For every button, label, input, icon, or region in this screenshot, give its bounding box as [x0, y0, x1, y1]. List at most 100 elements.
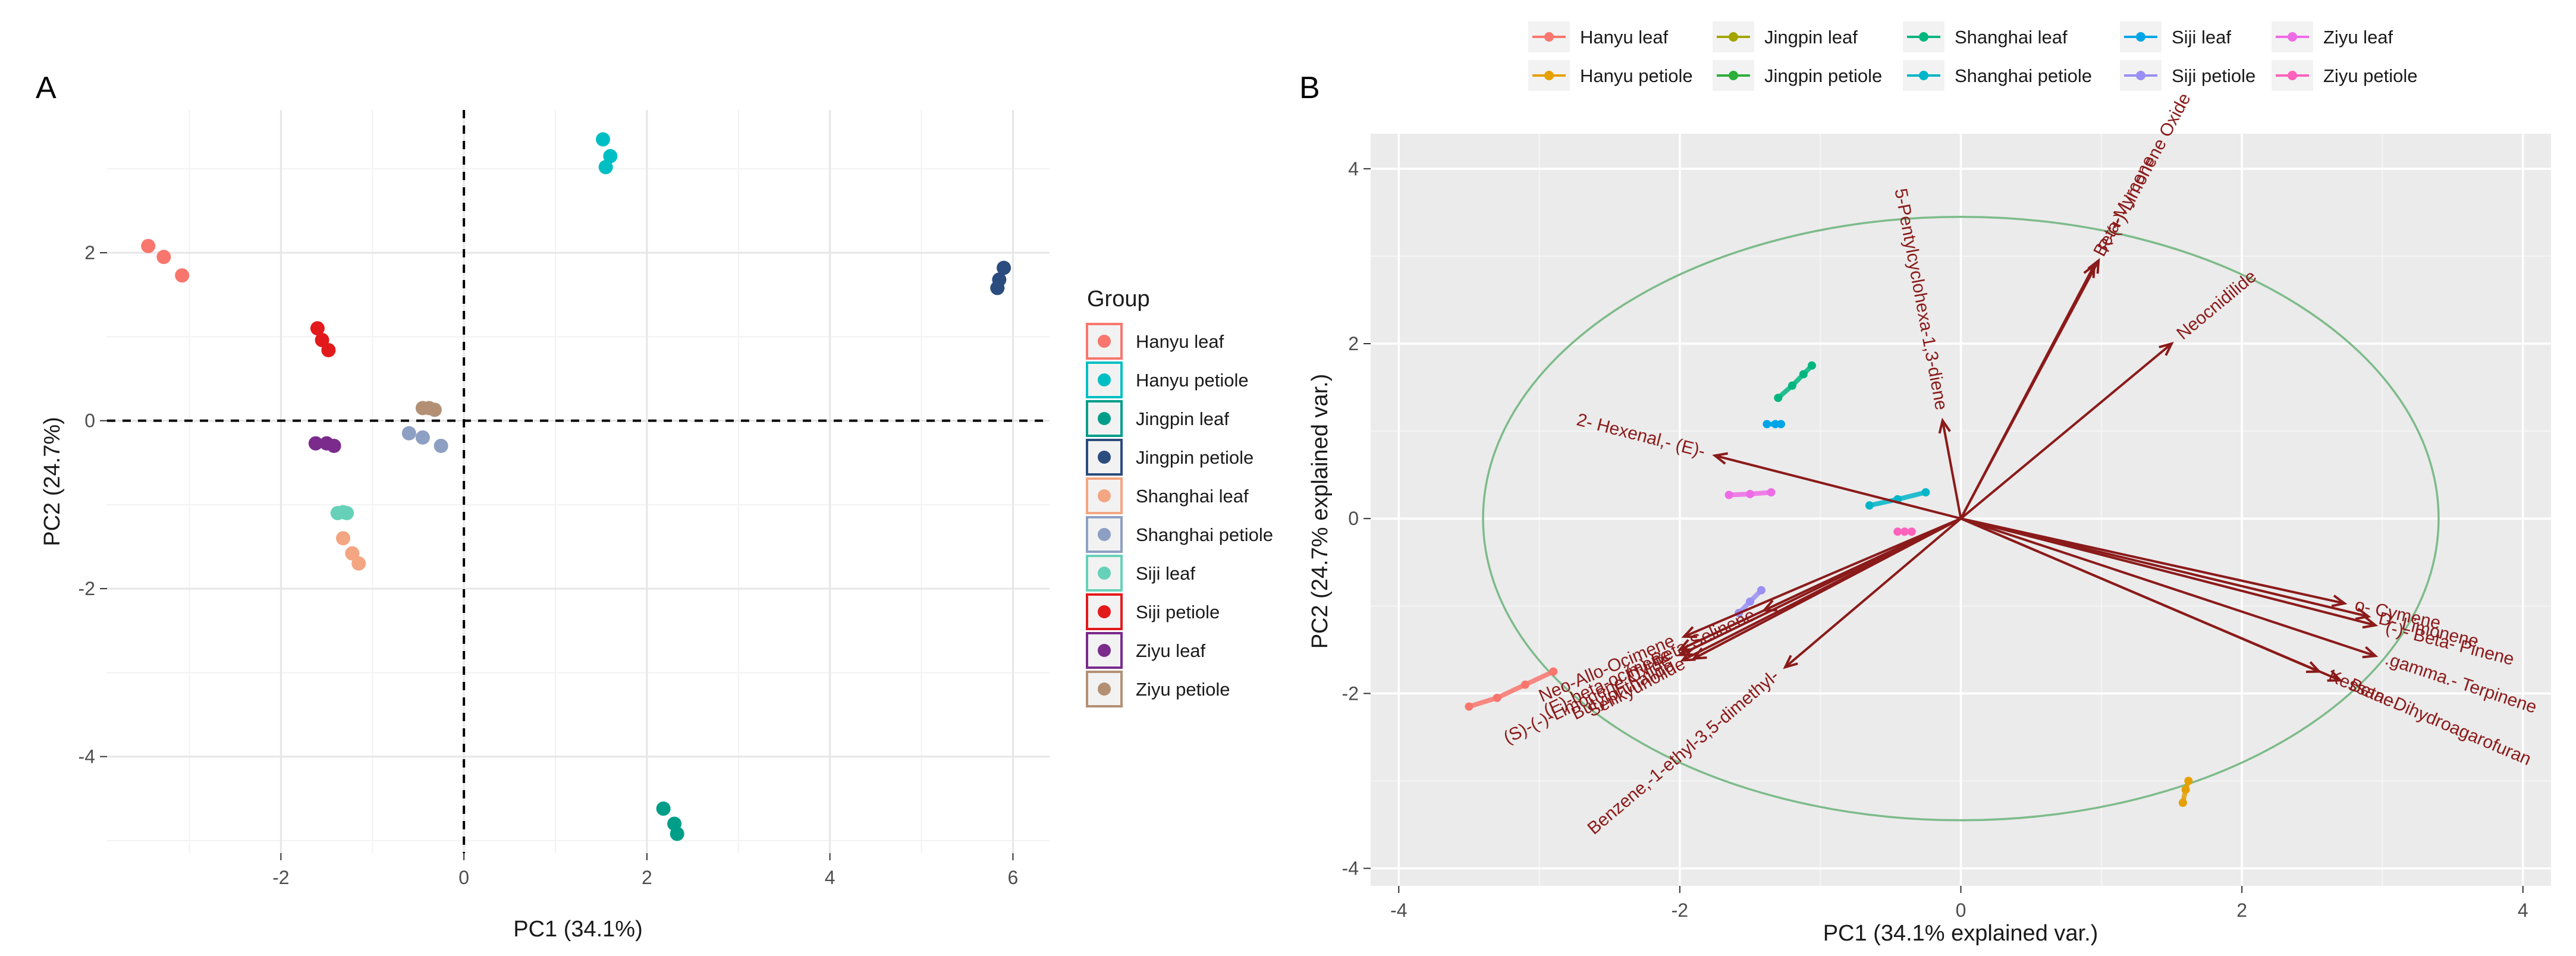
panel-b-legend: Hanyu leaf Hanyu petiole Jingpin leaf Jingp…: [1528, 21, 2418, 91]
loading-arrowhead-neo-allo-ocimene: [1681, 626, 1698, 639]
group-ellipse-shanghai-leaf: [1776, 363, 1815, 401]
point-hanyu-leaf: [1521, 680, 1529, 689]
loading-arrowhead-o-cymene: [2331, 595, 2348, 608]
legend-label-jingpin-leaf: Jingpin leaf: [1764, 27, 1858, 48]
x-tick-label: 2: [2236, 900, 2247, 921]
panel-b-correlation-circle: [1482, 215, 2440, 822]
point-ziyu-leaf: [1746, 490, 1755, 499]
legend-marker-ziyu-petiole: [2288, 71, 2297, 80]
point-siji-petiole: [1757, 586, 1765, 595]
point-hanyu-leaf: [141, 238, 156, 253]
legend-label-ziyu-petiole: Ziyu petiole: [1136, 679, 1230, 700]
point-shanghai-leaf: [1799, 370, 1808, 379]
point-shanghai-petiole: [1921, 488, 1930, 497]
y-tick-label: 2: [84, 242, 95, 263]
x-tick-label: 6: [1008, 867, 1019, 888]
loading-arrowhead-benzene-1-ethyl-3-5-dimethyl: [1783, 655, 1798, 669]
legend-label-jingpin-petiole: Jingpin petiole: [1764, 65, 1882, 86]
panel-a-reference-lines: [107, 110, 1050, 853]
point-hanyu-petiole: [603, 149, 618, 163]
legend-label-siji-leaf: Siji leaf: [1136, 563, 1195, 584]
panel-a-x-axis-title: PC1 (34.1%): [513, 917, 643, 942]
point-hanyu-leaf: [1493, 693, 1501, 702]
point-siji-leaf: [1777, 420, 1786, 429]
point-hanyu-petiole: [2181, 785, 2190, 794]
y-tick-label: -4: [1342, 858, 1359, 879]
loading-arrow-neocnidilide: [1960, 342, 2173, 520]
panel-a: -2 0 2 4 6 -4 -2 0 2: [78, 110, 1050, 888]
loading-arrow-2-hexenal-e: [1714, 454, 1961, 520]
correlation-circle: [1482, 215, 2440, 822]
x-tick-label: -2: [272, 867, 289, 888]
legend-label-jingpin-leaf: Jingpin leaf: [1136, 408, 1229, 429]
legend-label-jingpin-petiole: Jingpin petiole: [1136, 447, 1254, 468]
loading-arrowhead-senkyunolide: [1691, 647, 1707, 660]
panel-a-plot-area: [107, 110, 1050, 853]
point-shanghai-leaf: [351, 556, 366, 571]
point-hanyu-leaf: [175, 268, 190, 283]
legend-label-shanghai-petiole: Shanghai petiole: [1955, 65, 2092, 86]
legend-marker-hanyu-leaf: [1098, 335, 1111, 348]
point-siji-petiole: [310, 321, 325, 336]
legend-marker-siji-leaf: [2136, 32, 2145, 42]
y-tick-label: 2: [1348, 333, 1359, 354]
legend-marker-siji-petiole: [1098, 605, 1111, 618]
point-jingpin-petiole: [990, 281, 1005, 295]
point-ziyu-leaf: [1767, 488, 1776, 497]
point-jingpin-petiole: [997, 260, 1011, 275]
point-ziyu-petiole: [1907, 527, 1916, 536]
panel-b-y-axis-title: PC2 (24.7% explained var.): [1308, 374, 1333, 649]
legend-label-siji-petiole: Siji petiole: [2172, 65, 2255, 86]
point-siji-leaf: [1763, 420, 1771, 429]
legend-label-hanyu-petiole: Hanyu petiole: [1580, 65, 1693, 86]
point-hanyu-leaf: [156, 250, 171, 265]
point-shanghai-petiole: [401, 426, 416, 441]
point-hanyu-petiole: [598, 160, 613, 175]
x-tick-label: -4: [1390, 900, 1407, 921]
legend-key-siji-leaf: [1086, 555, 1123, 592]
x-tick-label: 4: [825, 867, 835, 888]
loading-arrow-5-pentylcyclohexa-1-3-diene: [1941, 420, 1962, 519]
y-tick-label: 0: [84, 410, 95, 432]
x-tick-label: -2: [1672, 900, 1688, 921]
point-ziyu-petiole: [1893, 527, 1902, 536]
y-tick-label: -2: [1342, 683, 1359, 704]
point-siji-leaf: [340, 505, 354, 520]
panel-a-points: [141, 132, 1011, 841]
point-siji-petiole: [321, 342, 336, 357]
loading-arrow-gamma-terpinene: [1960, 517, 2376, 658]
legend-label-ziyu-petiole: Ziyu petiole: [2323, 65, 2418, 86]
legend-marker-ziyu-leaf: [1098, 644, 1111, 657]
y-tick-label: 0: [1348, 508, 1359, 529]
panel-a-legend-items: Hanyu leaf Hanyu petiole Jingpin leaf Jingp…: [1086, 323, 1273, 707]
loading-arrowhead-d-limonene: [2355, 607, 2371, 620]
loading-arrowhead-beta-pinene: [2362, 616, 2379, 629]
legend-marker-ziyu-petiole: [1098, 683, 1111, 696]
panel-b-label: B: [1299, 71, 1320, 105]
point-shanghai-leaf: [1774, 394, 1783, 402]
point-ziyu-leaf: [308, 436, 323, 451]
legend-marker-shanghai-petiole: [1919, 71, 1928, 80]
point-ziyu-leaf: [1724, 490, 1733, 499]
point-siji-petiole: [1746, 597, 1755, 606]
panel-a-label: A: [36, 71, 56, 105]
point-hanyu-leaf: [1549, 667, 1558, 676]
loading-arrow-benzene-1-ethyl-3-5-dimethyl: [1784, 517, 1962, 668]
loading-arrowhead-2-hexenal-e: [1712, 452, 1728, 465]
point-shanghai-petiole: [1865, 501, 1874, 510]
legend-label-shanghai-petiole: Shanghai petiole: [1136, 524, 1273, 545]
point-hanyu-petiole: [596, 132, 611, 147]
legend-marker-jingpin-petiole: [1098, 451, 1111, 464]
group-ellipse-hanyu-leaf: [1466, 669, 1556, 709]
panel-a-legend-title: Group: [1087, 287, 1150, 312]
panel-b-x-axis-title: PC1 (34.1% explained var.): [1823, 921, 2099, 946]
panel-a-legend: Group Hanyu leaf Hanyu petiole Jingpin lea…: [1086, 287, 1273, 707]
legend-marker-siji-petiole: [2136, 71, 2145, 80]
point-shanghai-leaf: [1788, 381, 1796, 390]
legend-marker-hanyu-petiole: [1544, 71, 1554, 80]
loading-arrow-beta-pinene: [1961, 517, 2376, 627]
legend-label-siji-leaf: Siji leaf: [2172, 27, 2231, 48]
legend-marker-siji-leaf: [1098, 567, 1111, 580]
loading-arrow-senkyunolide: [1693, 517, 1962, 660]
